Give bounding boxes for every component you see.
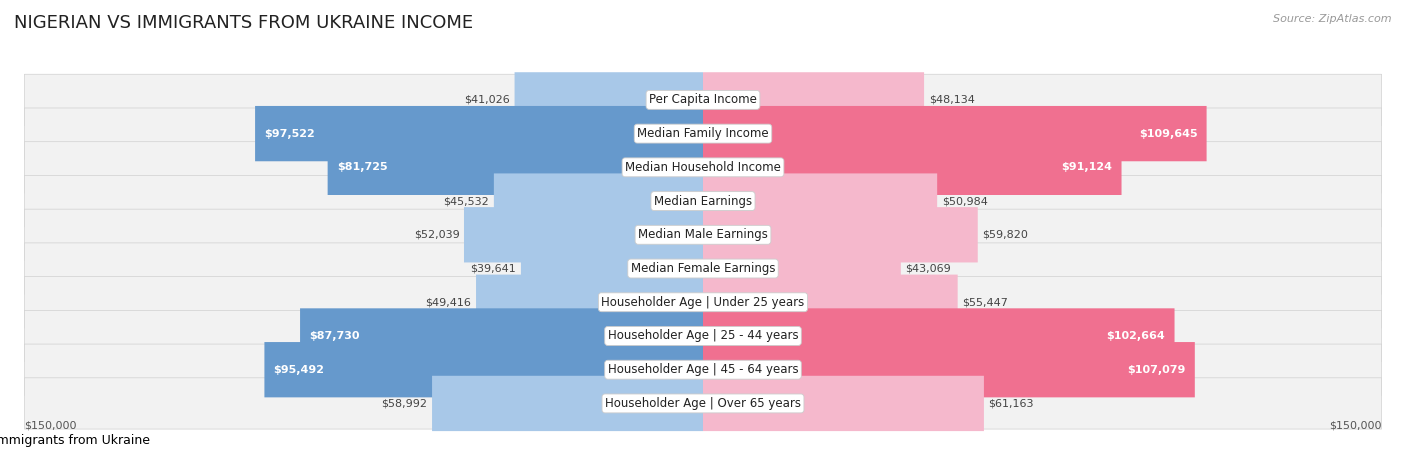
FancyBboxPatch shape — [703, 140, 1122, 195]
Legend: Nigerian, Immigrants from Ukraine: Nigerian, Immigrants from Ukraine — [0, 434, 150, 447]
Text: Householder Age | 45 - 64 years: Householder Age | 45 - 64 years — [607, 363, 799, 376]
Text: $50,984: $50,984 — [942, 196, 987, 206]
Text: $52,039: $52,039 — [413, 230, 460, 240]
FancyBboxPatch shape — [703, 173, 938, 229]
Text: Median Male Earnings: Median Male Earnings — [638, 228, 768, 241]
FancyBboxPatch shape — [703, 376, 984, 431]
FancyBboxPatch shape — [703, 275, 957, 330]
FancyBboxPatch shape — [328, 140, 703, 195]
Text: $43,069: $43,069 — [905, 263, 950, 274]
Text: $150,000: $150,000 — [1329, 420, 1382, 430]
Text: $59,820: $59,820 — [983, 230, 1028, 240]
Text: $102,664: $102,664 — [1107, 331, 1166, 341]
FancyBboxPatch shape — [703, 308, 1174, 364]
Text: Per Capita Income: Per Capita Income — [650, 93, 756, 106]
FancyBboxPatch shape — [515, 72, 703, 127]
Text: $55,447: $55,447 — [962, 297, 1008, 307]
FancyBboxPatch shape — [703, 106, 1206, 161]
FancyBboxPatch shape — [703, 72, 924, 127]
FancyBboxPatch shape — [24, 209, 1382, 261]
Text: $45,532: $45,532 — [443, 196, 489, 206]
Text: $58,992: $58,992 — [381, 398, 427, 409]
Text: NIGERIAN VS IMMIGRANTS FROM UKRAINE INCOME: NIGERIAN VS IMMIGRANTS FROM UKRAINE INCO… — [14, 14, 474, 32]
FancyBboxPatch shape — [254, 106, 703, 161]
FancyBboxPatch shape — [299, 308, 703, 364]
Text: Householder Age | Over 65 years: Householder Age | Over 65 years — [605, 397, 801, 410]
FancyBboxPatch shape — [494, 173, 703, 229]
FancyBboxPatch shape — [522, 241, 703, 296]
FancyBboxPatch shape — [24, 311, 1382, 361]
Text: $41,026: $41,026 — [464, 95, 510, 105]
Text: $81,725: $81,725 — [337, 163, 388, 172]
Text: $61,163: $61,163 — [988, 398, 1033, 409]
FancyBboxPatch shape — [432, 376, 703, 431]
Text: $109,645: $109,645 — [1139, 128, 1198, 139]
FancyBboxPatch shape — [703, 342, 1195, 397]
Text: Householder Age | Under 25 years: Householder Age | Under 25 years — [602, 296, 804, 309]
Text: $39,641: $39,641 — [471, 263, 516, 274]
FancyBboxPatch shape — [24, 176, 1382, 226]
Text: $49,416: $49,416 — [426, 297, 471, 307]
FancyBboxPatch shape — [24, 243, 1382, 294]
Text: Householder Age | 25 - 44 years: Householder Age | 25 - 44 years — [607, 330, 799, 342]
Text: Median Earnings: Median Earnings — [654, 195, 752, 207]
FancyBboxPatch shape — [24, 378, 1382, 429]
FancyBboxPatch shape — [464, 207, 703, 262]
FancyBboxPatch shape — [703, 207, 977, 262]
Text: $48,134: $48,134 — [929, 95, 974, 105]
Text: $107,079: $107,079 — [1128, 365, 1185, 375]
FancyBboxPatch shape — [703, 241, 901, 296]
FancyBboxPatch shape — [24, 142, 1382, 193]
FancyBboxPatch shape — [477, 275, 703, 330]
FancyBboxPatch shape — [24, 276, 1382, 328]
Text: $150,000: $150,000 — [24, 420, 77, 430]
Text: $95,492: $95,492 — [274, 365, 325, 375]
Text: Median Female Earnings: Median Female Earnings — [631, 262, 775, 275]
FancyBboxPatch shape — [24, 344, 1382, 396]
Text: $87,730: $87,730 — [309, 331, 360, 341]
FancyBboxPatch shape — [24, 108, 1382, 159]
Text: Source: ZipAtlas.com: Source: ZipAtlas.com — [1274, 14, 1392, 24]
FancyBboxPatch shape — [264, 342, 703, 397]
Text: Median Household Income: Median Household Income — [626, 161, 780, 174]
FancyBboxPatch shape — [24, 74, 1382, 126]
Text: Median Family Income: Median Family Income — [637, 127, 769, 140]
Text: $97,522: $97,522 — [264, 128, 315, 139]
Text: $91,124: $91,124 — [1062, 163, 1112, 172]
